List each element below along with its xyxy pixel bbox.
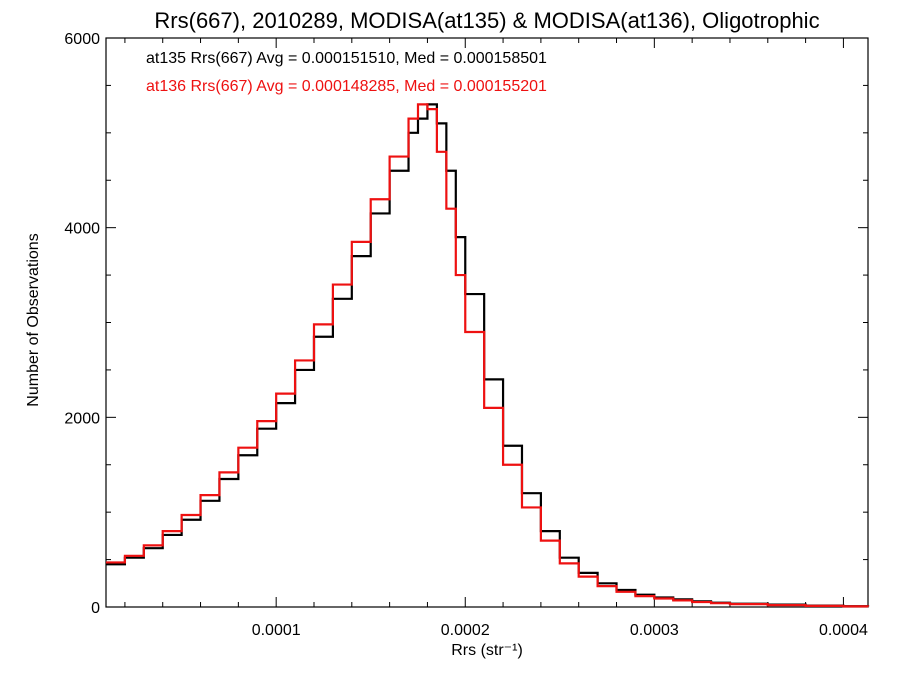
x-tick-label: 0.0004 <box>819 622 868 639</box>
series-line-2 <box>106 103 870 608</box>
y-axis-label: Number of Observations <box>25 233 42 406</box>
y-tick-label: 0 <box>91 600 100 617</box>
x-tick-label: 0.0001 <box>252 622 301 639</box>
chart-title: Rrs(667), 2010289, MODISA(at135) & MODIS… <box>154 8 819 33</box>
x-axis-label: Rrs (str⁻¹) <box>451 642 523 659</box>
series-lines <box>106 103 870 608</box>
legend-entry-1: at135 Rrs(667) Avg = 0.000151510, Med = … <box>146 50 547 67</box>
legend-entry-2: at136 Rrs(667) Avg = 0.000148285, Med = … <box>146 78 547 95</box>
y-tick-label: 6000 <box>64 31 100 48</box>
x-tick-label: 0.0003 <box>630 622 679 639</box>
x-tick-label: 0.0002 <box>441 622 490 639</box>
legend: at135 Rrs(667) Avg = 0.000151510, Med = … <box>146 50 547 95</box>
y-tick-label: 2000 <box>64 410 100 427</box>
y-tick-label: 4000 <box>64 221 100 238</box>
